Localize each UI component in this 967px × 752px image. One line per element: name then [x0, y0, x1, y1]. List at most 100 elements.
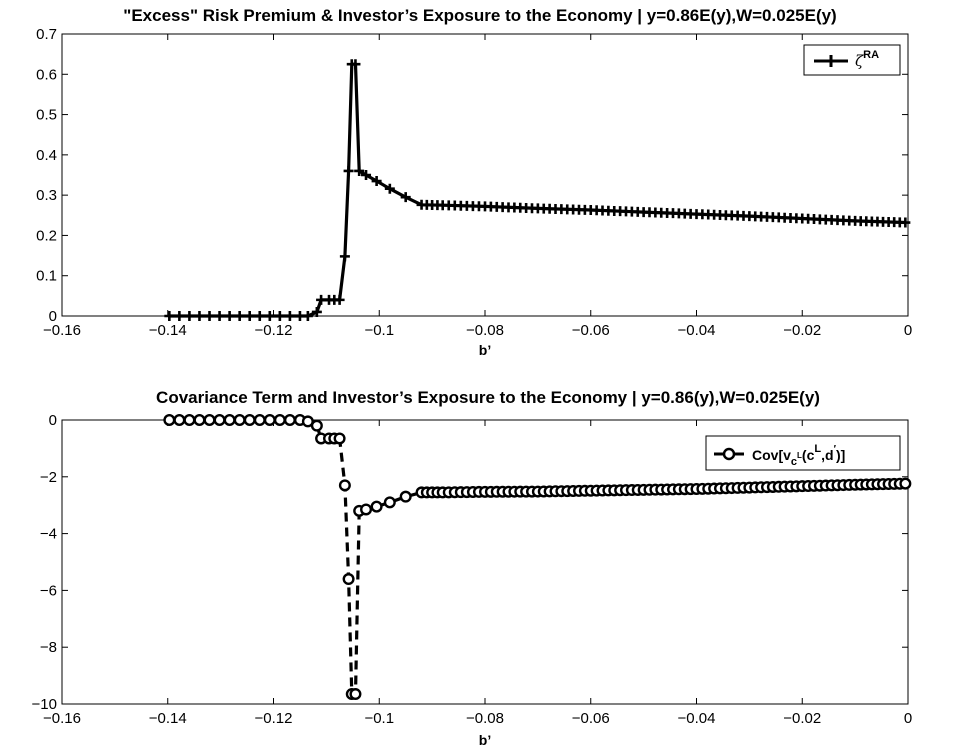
top-xtick-label: −0.14: [149, 322, 187, 339]
top-xtick-label: −0.06: [572, 322, 610, 339]
top-series-line: [169, 62, 906, 318]
bottom-data-point: [283, 414, 296, 427]
bottom-x-axis-label: b’: [479, 732, 491, 748]
top-data-point: [339, 251, 350, 262]
bottom-xtick-label: −0.04: [678, 710, 716, 727]
bottom-legend-sub-sup-L: L: [797, 451, 802, 460]
bottom-y-axis: −10 −8 −6 −4 −2 0: [32, 412, 908, 713]
bottom-xtick-label: −0.1: [364, 710, 394, 727]
top-ytick-label: 0.3: [36, 187, 57, 204]
top-xtick-label: 0: [904, 322, 912, 339]
bottom-data-point: [342, 573, 355, 586]
bottom-ytick-label: −10: [32, 696, 57, 713]
bottom-legend-mid: (c: [802, 447, 815, 463]
bottom-legend-sub-c: c: [791, 456, 797, 468]
top-plot-frame: [61, 33, 909, 317]
top-xtick-label: −0.08: [466, 322, 504, 339]
bottom-data-point: [310, 419, 323, 432]
bottom-data-point: [399, 490, 412, 503]
bottom-ytick-label: 0: [49, 412, 57, 429]
top-data-point: [284, 311, 295, 321]
top-ytick-label: 0.5: [36, 107, 57, 124]
top-data-point: [254, 311, 265, 321]
top-xtick-label: −0.16: [43, 322, 81, 339]
top-ytick-label: 0.4: [36, 147, 57, 164]
bottom-data-point: [360, 503, 373, 516]
top-xtick-label: −0.12: [255, 322, 293, 339]
bottom-data-point: [163, 414, 176, 427]
bottom-legend-sup-L: L: [814, 443, 821, 455]
top-data-point: [264, 311, 275, 321]
bottom-data-point: [273, 414, 286, 427]
top-data-point: [234, 311, 245, 321]
bottom-data-point: [213, 414, 226, 427]
top-data-point: [194, 311, 205, 321]
top-ytick-label: 0.7: [36, 26, 57, 43]
bottom-xtick-label: −0.02: [783, 710, 821, 727]
bottom-legend-prime: ′: [834, 444, 837, 455]
bottom-xtick-label: −0.06: [572, 710, 610, 727]
bottom-xtick-label: −0.08: [466, 710, 504, 727]
top-legend-superscript: RA: [863, 49, 879, 61]
top-x-axis: −0.16 −0.14 −0.12 −0.1 −0.08 −0.06 −0.04 −0.02 0: [43, 34, 912, 339]
top-xtick-label: −0.1: [364, 322, 394, 339]
top-data-point: [400, 192, 411, 203]
top-data-point: [214, 311, 225, 321]
bottom-data-point: [253, 414, 266, 427]
top-ytick-label: 0.2: [36, 227, 57, 244]
top-legend: ζRA: [803, 44, 901, 76]
bottom-chart-title: Covariance Term and Investor’s Exposure …: [156, 388, 820, 407]
top-x-axis-label: b’: [479, 342, 491, 358]
top-data-point: [371, 176, 382, 187]
top-data-point: [350, 59, 361, 70]
bottom-data-point: [333, 432, 346, 445]
top-data-point: [311, 306, 322, 317]
top-data-point: [334, 294, 345, 305]
top-data-point: [343, 165, 354, 176]
bottom-xtick-label: −0.14: [149, 710, 187, 727]
top-data-point: [184, 311, 195, 321]
top-y-axis: 0 0.1 0.2 0.3 0.4 0.5 0.6 0.7: [36, 26, 908, 325]
top-data-point: [174, 311, 185, 321]
bottom-legend-label: Cov[vcL(cL,d′)]: [752, 443, 845, 468]
bottom-ytick-label: −6: [40, 582, 57, 599]
bottom-data-point: [899, 477, 912, 490]
top-data-point: [900, 217, 911, 228]
bottom-legend-end: )]: [836, 447, 845, 463]
bottom-data-point: [233, 414, 246, 427]
bottom-data-point: [193, 414, 206, 427]
bottom-legend-tail: ,d: [821, 447, 833, 463]
bottom-x-axis: −0.16 −0.14 −0.12 −0.1 −0.08 −0.06 −0.04 −0.02 0: [43, 420, 912, 727]
top-legend-marker: [825, 55, 837, 67]
top-data-point: [361, 170, 372, 180]
top-data-point: [164, 311, 175, 321]
bottom-data-point: [263, 414, 276, 427]
top-data-point: [244, 311, 255, 321]
top-data-point: [302, 311, 313, 321]
bottom-xtick-label: 0: [904, 710, 912, 727]
bottom-data-point: [203, 414, 216, 427]
bottom-legend: Cov[vcL(cL,d′)]: [705, 435, 901, 471]
top-ytick-label: 0.1: [36, 268, 57, 285]
top-data-point: [274, 311, 285, 321]
bottom-series-markers: [163, 414, 912, 701]
bottom-ytick-label: −8: [40, 639, 57, 656]
bottom-data-point: [183, 414, 196, 427]
bottom-xtick-label: −0.16: [43, 710, 81, 727]
top-ytick-label: 0: [49, 308, 57, 325]
bottom-data-point: [338, 479, 351, 492]
bottom-data-point: [243, 414, 256, 427]
bottom-data-point: [370, 500, 383, 513]
bottom-legend-marker: [722, 447, 736, 461]
top-xtick-label: −0.04: [678, 322, 716, 339]
bottom-xtick-label: −0.12: [255, 710, 293, 727]
top-xtick-label: −0.02: [783, 322, 821, 339]
top-data-point: [224, 311, 235, 321]
top-legend-label: ζRA: [855, 49, 879, 70]
bottom-data-point: [349, 688, 362, 701]
bottom-legend-prefix: Cov[v: [752, 447, 791, 463]
top-chart-title: "Excess" Risk Premium & Investor’s Expos…: [123, 6, 836, 25]
bottom-data-point: [173, 414, 186, 427]
bottom-data-point: [383, 496, 396, 509]
